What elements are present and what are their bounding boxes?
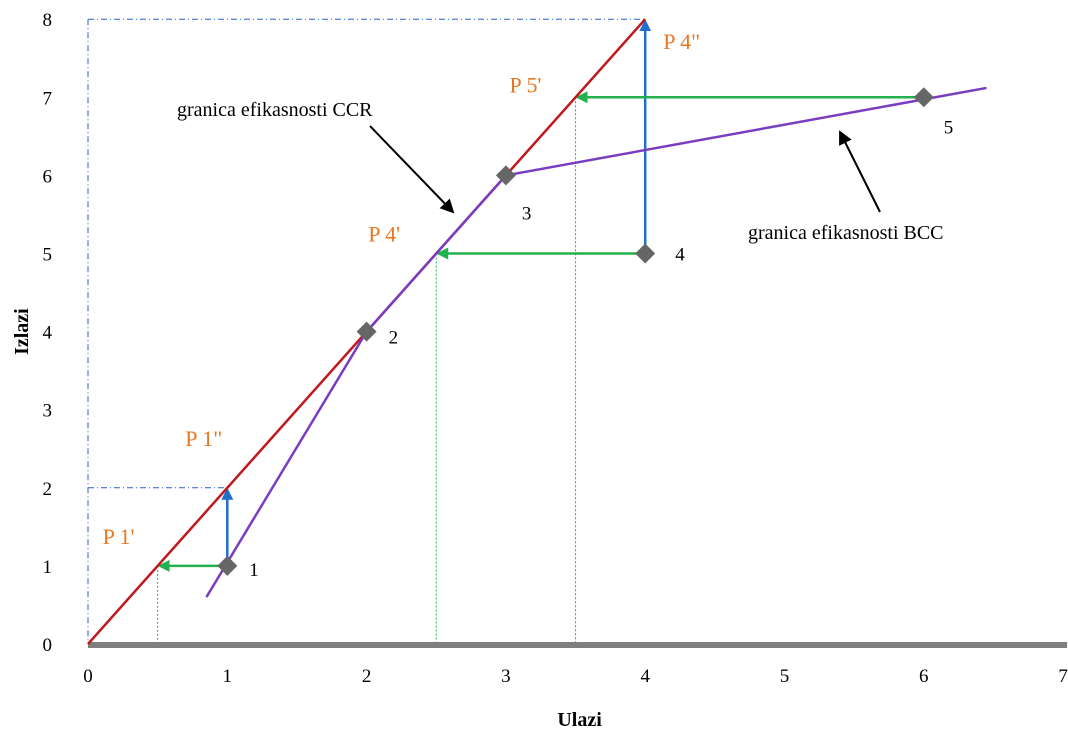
projection-label: P 4': [368, 222, 400, 247]
x-tick-label: 3: [501, 666, 511, 687]
dmu-point-marker: [356, 321, 377, 342]
dmu-point-marker: [495, 165, 516, 186]
y-tick-label: 6: [43, 166, 53, 187]
x-axis-ticks: 0 1 2 3 4 5 6 7: [83, 666, 1068, 687]
ccr-annotation-arrow: [369, 125, 455, 214]
x-axis-title: Ulazi: [557, 709, 602, 731]
x-tick-label: 4: [640, 666, 650, 687]
dmu-point-marker: [635, 243, 656, 264]
y-tick-label: 2: [43, 479, 53, 500]
dmu-point-label: 3: [522, 203, 532, 224]
y-tick-label: 1: [43, 557, 53, 578]
bcc-annotation-label: granica efikasnosti BCC: [748, 222, 944, 244]
x-tick-label: 5: [780, 666, 790, 687]
dmu-points: 1 2 3 4 5: [217, 87, 953, 581]
y-tick-label: 4: [43, 323, 53, 344]
x-tick-label: 7: [1058, 666, 1068, 687]
projection-label: P 1': [103, 524, 135, 549]
x-tick-label: 1: [223, 666, 233, 687]
projection-arrows: [157, 19, 916, 572]
y-tick-label: 5: [43, 245, 53, 266]
dmu-point-label: 1: [249, 560, 258, 581]
annotations: granica efikasnosti CCR granica efikasnos…: [177, 99, 944, 244]
projection-labels: P 1' P 1" P 4' P 4" P 5': [103, 29, 700, 549]
y-tick-label: 7: [43, 88, 53, 109]
dmu-point-marker: [217, 555, 238, 576]
x-tick-label: 2: [362, 666, 372, 687]
guide-lines: [87, 18, 646, 644]
x-tick-label: 6: [919, 666, 929, 687]
dmu-point-marker: [913, 87, 934, 108]
y-axis-ticks: 0 1 2 3 4 5 6 7 8: [43, 10, 53, 656]
y-axis-title: Izlazi: [11, 308, 33, 355]
y-tick-label: 0: [43, 635, 53, 656]
x-tick-label: 0: [83, 666, 93, 687]
projection-label: P 1": [185, 426, 222, 451]
projection-label: P 4": [663, 29, 700, 54]
dmu-point-label: 4: [675, 245, 685, 266]
dmu-point-label: 5: [944, 117, 954, 138]
dmu-point-label: 2: [389, 328, 399, 349]
y-tick-label: 8: [43, 10, 53, 31]
ccr-annotation-label: granica efikasnosti CCR: [177, 99, 373, 121]
bcc-annotation-arrow: [839, 130, 881, 213]
bcc-frontier-line: [205, 86, 987, 598]
projection-label: P 5': [510, 72, 542, 97]
y-tick-label: 3: [43, 401, 53, 422]
